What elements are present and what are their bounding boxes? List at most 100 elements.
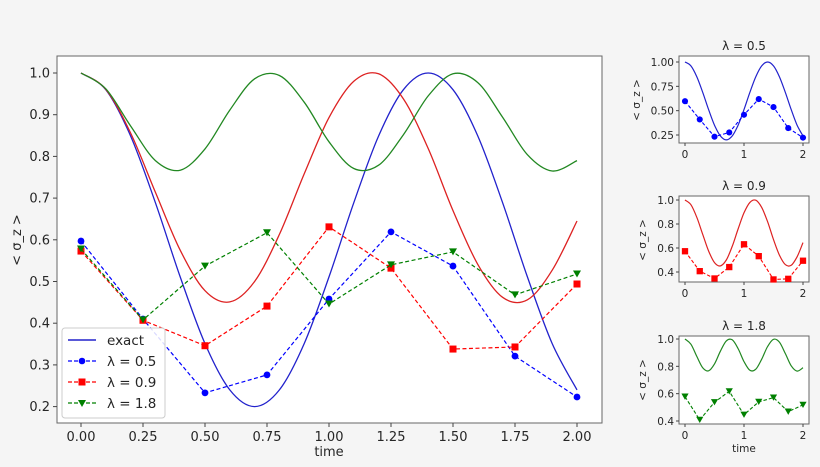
y-tick-label: 0.7 xyxy=(29,192,50,207)
square-marker xyxy=(726,263,733,271)
y-tick-label: 1.0 xyxy=(657,334,674,346)
square-marker xyxy=(711,275,718,282)
y-tick-label: 1.0 xyxy=(657,195,674,207)
triangle-down-marker xyxy=(511,291,519,299)
y-tick-label: 0.3 xyxy=(29,358,50,373)
triangle-down-marker xyxy=(263,229,271,237)
subplot-lambda-1.8: 0 1 2 0.4 0.6 0.8 1.0 λ = 1.8 < σ_z > time xyxy=(637,319,810,455)
y-tick-label: 0.75 xyxy=(651,81,674,93)
square-marker xyxy=(573,280,581,288)
triangle-down-marker xyxy=(784,408,792,415)
circle-marker xyxy=(681,98,689,105)
x-tick-label: 0.75 xyxy=(253,430,282,445)
triangle-down-marker xyxy=(449,248,457,256)
triangle-down-marker xyxy=(740,411,748,418)
y-tick-label: 1.00 xyxy=(651,57,674,69)
legend-l09-label: λ = 0.9 xyxy=(107,375,156,391)
circle-marker xyxy=(511,352,519,360)
y-tick-label: 0.4 xyxy=(657,416,674,428)
circle-marker xyxy=(711,133,718,140)
y-tick-label: 0.9 xyxy=(29,108,50,123)
x-tick-label: 2.00 xyxy=(563,430,592,445)
y-tick-label: 0.2 xyxy=(29,400,50,415)
circle-marker xyxy=(77,237,85,245)
y-tick-label: 0.8 xyxy=(657,219,674,231)
triangle-down-marker xyxy=(769,394,778,401)
x-tick-label: 0.50 xyxy=(191,430,220,445)
x-tick-label: 1.25 xyxy=(377,430,406,445)
square-marker xyxy=(511,343,519,351)
triangle-down-marker xyxy=(325,300,333,308)
legend-l05-label: λ = 0.5 xyxy=(107,354,156,370)
triangle-down-marker xyxy=(387,261,395,269)
subplot-2-title: λ = 0.9 xyxy=(722,179,766,193)
exact-curve xyxy=(684,61,804,141)
subplot-3-title: λ = 1.8 xyxy=(722,319,766,333)
y-tick-label: 0.6 xyxy=(29,233,50,248)
subplot-1-ylabel: < σ_z > xyxy=(631,79,643,121)
x-tick-label: 0 xyxy=(682,430,689,442)
y-tick-label: 0.4 xyxy=(657,267,674,279)
triangle-down-marker xyxy=(725,388,733,395)
subplot-3-ylabel: < σ_z > xyxy=(637,359,649,401)
x-tick-label: 1 xyxy=(741,288,748,300)
y-tick-label: 0.50 xyxy=(651,106,674,118)
subplot-lambda-0.9: 0 1 2 0.4 0.6 0.8 1.0 λ = 0.9 < σ_z > xyxy=(637,179,810,300)
triangle-down-marker xyxy=(755,398,763,406)
x-tick-label: 0.25 xyxy=(129,430,158,445)
circle-marker xyxy=(573,393,581,401)
circle-marker xyxy=(696,116,703,123)
square-marker xyxy=(770,276,777,283)
circle-marker xyxy=(387,228,395,236)
legend-l18-label: λ = 1.8 xyxy=(107,396,156,412)
x-tick-label: 0.00 xyxy=(67,430,96,445)
square-marker xyxy=(799,257,807,264)
circle-marker xyxy=(799,134,807,141)
exact-curve xyxy=(80,72,578,304)
triangle-down-marker xyxy=(799,401,807,409)
square-marker xyxy=(325,223,333,231)
y-tick-label: 0.6 xyxy=(657,243,674,255)
y-tick-label: 0.5 xyxy=(29,275,50,290)
y-tick-label: 0.25 xyxy=(651,130,674,142)
circle-marker xyxy=(726,129,733,136)
x-tick-label: 2 xyxy=(800,149,807,161)
subplot-2-ylabel: < σ_z > xyxy=(637,219,649,261)
circle-marker-icon xyxy=(78,357,86,365)
y-tick-label: 0.8 xyxy=(29,150,50,165)
sampled-series xyxy=(77,223,581,401)
x-tick-label: 1 xyxy=(741,430,748,442)
main-axes: 0.00 0.25 0.50 0.75 1.00 1.25 1.50 1.75 2.00 0.2… xyxy=(10,55,603,460)
y-tick-label: 0.4 xyxy=(29,317,50,332)
x-axis-label: time xyxy=(314,445,343,460)
square-marker xyxy=(201,342,209,350)
x-tick-label: 1.50 xyxy=(439,430,468,445)
sampled-line xyxy=(684,243,804,281)
x-tick-label: 2 xyxy=(800,430,807,442)
triangle-down-marker-icon xyxy=(78,400,86,407)
y-tick-label: 0.8 xyxy=(657,361,674,373)
circle-marker xyxy=(263,371,271,379)
square-marker xyxy=(696,268,703,275)
y-tick-label: 1.0 xyxy=(29,67,50,82)
subplot-3-xlabel: time xyxy=(732,443,756,455)
legend-box xyxy=(61,327,166,419)
square-marker xyxy=(449,345,457,353)
square-marker xyxy=(740,241,748,248)
subplot-1-title: λ = 0.5 xyxy=(722,39,766,53)
x-tick-label: 0 xyxy=(682,288,689,300)
triangle-down-marker xyxy=(139,316,147,324)
y-axis-ticks: 0.2 0.3 0.4 0.5 0.6 0.7 0.8 0.9 1.0 xyxy=(29,67,57,415)
x-tick-label: 1.00 xyxy=(315,430,344,445)
circle-marker xyxy=(449,262,457,270)
x-tick-label: 1.75 xyxy=(501,430,530,445)
x-tick-label: 0 xyxy=(682,149,689,161)
triangle-down-marker xyxy=(573,270,581,278)
exact-curve xyxy=(684,199,804,267)
x-tick-label: 2 xyxy=(800,288,807,300)
circle-marker xyxy=(755,96,762,103)
square-marker xyxy=(785,275,792,282)
circle-marker xyxy=(201,389,209,397)
legend-exact-label: exact xyxy=(107,333,144,349)
